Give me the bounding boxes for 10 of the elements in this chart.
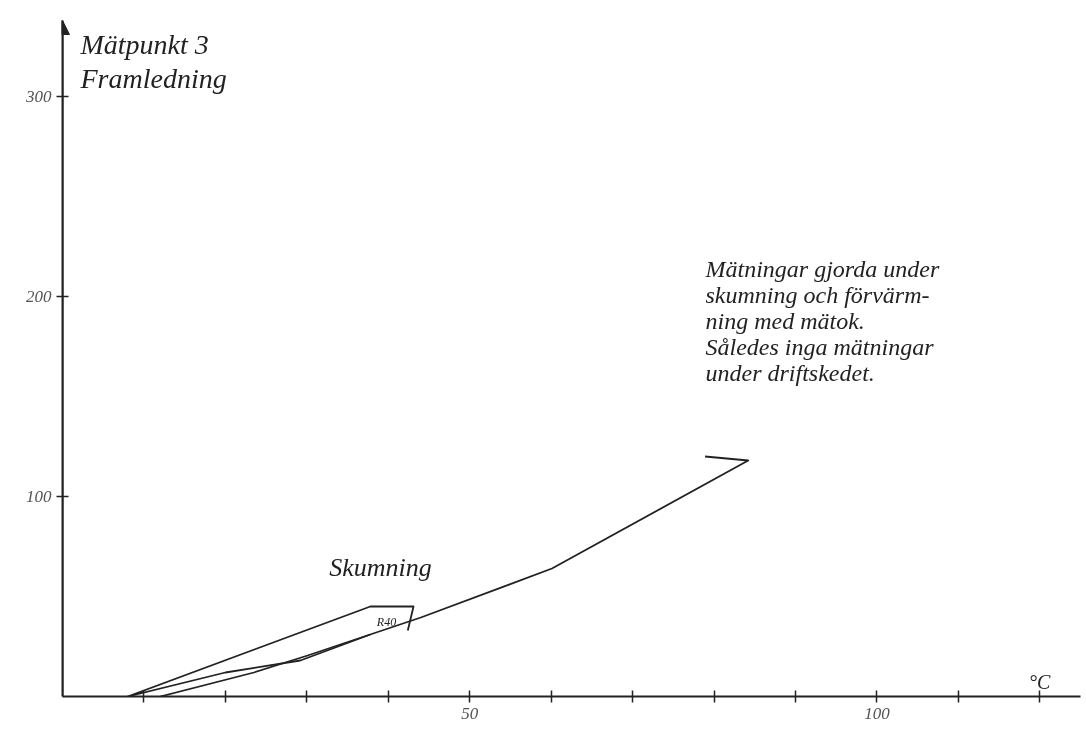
y-tick-label: 300 bbox=[25, 87, 52, 106]
x-axis-title: °C bbox=[1029, 670, 1052, 693]
annotation: Skumning bbox=[329, 553, 432, 582]
text: Framledning bbox=[79, 62, 227, 94]
x-tick-label: 50 bbox=[461, 703, 479, 723]
annotation: Mätningar gjorda under skumning och förvärm- ning med mätok. Således inga mätningar under driftskedet. bbox=[704, 255, 940, 386]
y-tick-label: 200 bbox=[26, 287, 52, 306]
chart-title: Mätpunkt 3 bbox=[79, 28, 209, 60]
annotation: R40 bbox=[375, 614, 397, 629]
y-tick-label: 100 bbox=[26, 487, 52, 506]
